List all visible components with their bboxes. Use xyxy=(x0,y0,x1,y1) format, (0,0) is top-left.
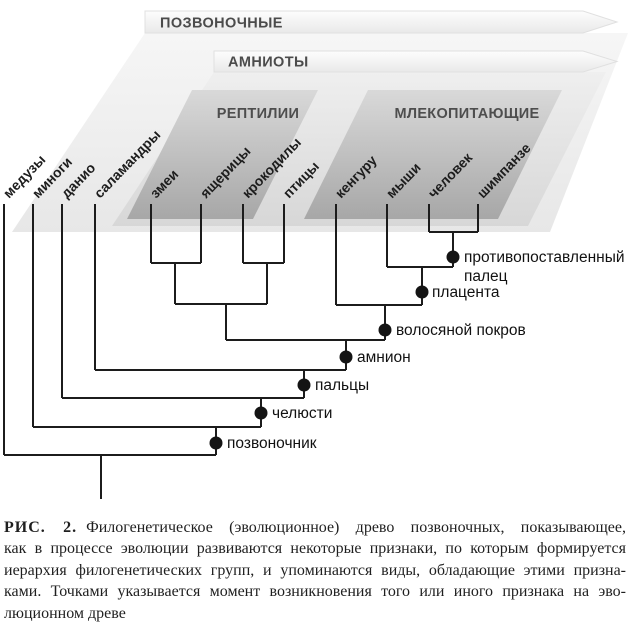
trait-label-opposable-thumb-line1: противопоставленный xyxy=(464,249,625,266)
trait-dot-digits xyxy=(297,378,311,392)
trait-label-digits: пальцы xyxy=(315,377,369,394)
banner-vertebrates-ribbon xyxy=(144,10,619,34)
caption-line-5: люционном древе xyxy=(4,604,126,622)
figure-caption: РИС. 2. Филогенетическое (эволюционное) д… xyxy=(0,505,630,624)
caption-line-2: как в процессе эволюции развиваются неко… xyxy=(4,540,626,558)
trait-dot-backbone xyxy=(209,436,223,450)
band-mammals xyxy=(304,90,562,219)
figure-label: РИС. 2. xyxy=(4,519,78,536)
trait-dot-opposable-thumb xyxy=(446,250,460,264)
phylogenetic-tree-figure: ПОЗВОНОЧНЫЕ АМНИОТЫ РЕПТИЛИИ МЛЕКОПИТАЮЩ… xyxy=(0,10,628,499)
header-mammals: МЛЕКОПИТАЮЩИЕ xyxy=(394,106,539,122)
trait-label-backbone: позвоночник xyxy=(227,435,317,452)
caption-line-4: ками. Точками указывается момент возникн… xyxy=(4,583,626,601)
trait-label-hair: волосяной покров xyxy=(396,322,526,339)
banner-vertebrates-label: ПОЗВОНОЧНЫЕ xyxy=(160,16,283,32)
banner-amniotes-label: АМНИОТЫ xyxy=(228,55,309,71)
caption-text-1: Филогенетическое (эволюционное) древо по… xyxy=(86,519,626,536)
trait-label-opposable-thumb-line2: палец xyxy=(464,268,508,285)
caption-line-3: иерархия филогенетических групп, и упоми… xyxy=(4,561,626,579)
trait-dot-amnion xyxy=(339,350,353,364)
trait-label-jaws: челюсти xyxy=(272,405,332,422)
trait-label-amnion: амнион xyxy=(357,349,411,366)
trait-dot-placenta xyxy=(415,285,429,299)
trait-dot-hair xyxy=(378,323,392,337)
header-reptiles: РЕПТИЛИИ xyxy=(217,106,299,122)
caption-line-1: РИС. 2. Филогенетическое (эволюционное) д… xyxy=(4,517,626,538)
banner-amniotes-ribbon xyxy=(213,50,619,73)
band-reptiles xyxy=(127,90,318,219)
trait-dot-jaws xyxy=(254,406,268,420)
trait-label-placenta: плацента xyxy=(432,284,500,301)
